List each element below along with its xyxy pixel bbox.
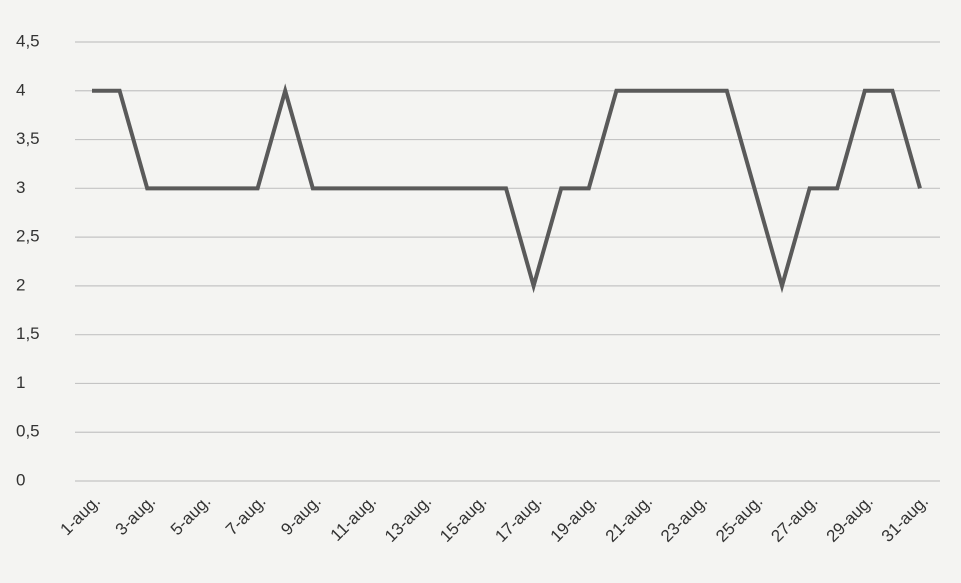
y-tick-label: 0 [16,470,25,489]
y-tick-label: 4 [16,80,25,99]
y-tick-label: 2,5 [16,227,40,246]
y-tick-label: 3,5 [16,129,40,148]
data-line [92,83,922,294]
y-tick-label: 4,5 [16,31,40,50]
y-tick-label: 0,5 [16,422,40,441]
y-tick-label: 3 [16,178,25,197]
y-tick-label: 2 [16,275,25,294]
y-tick-label: 1,5 [16,324,40,343]
y-tick-label: 1 [16,373,25,392]
